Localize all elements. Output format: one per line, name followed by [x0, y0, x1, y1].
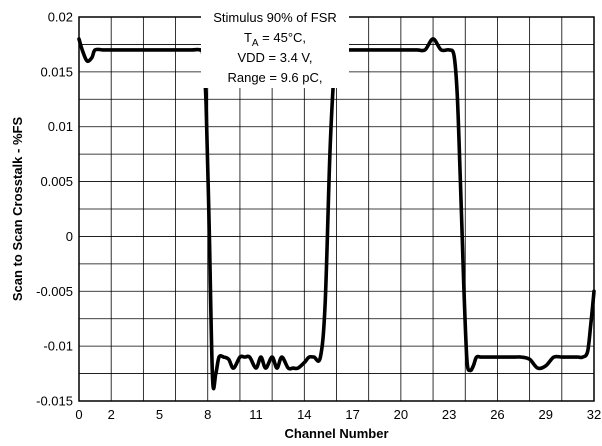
x-tick-label: 26	[490, 407, 504, 422]
annotation-temp-symbol: T	[244, 30, 252, 45]
y-tick-label: -0.005	[36, 284, 73, 299]
x-tick-label: 17	[345, 407, 359, 422]
x-tick-label: 29	[538, 407, 552, 422]
x-tick-label: 23	[442, 407, 456, 422]
x-tick-label: 20	[394, 407, 408, 422]
conditions-annotation: Stimulus 90% of FSR TA = 45°C, VDD = 3.4…	[201, 10, 349, 88]
annotation-temp-subscript: A	[252, 38, 259, 49]
y-tick-label: -0.01	[43, 339, 73, 354]
y-tick-label: 0.01	[48, 119, 73, 134]
y-tick-label: 0.005	[40, 174, 73, 189]
x-tick-label: 14	[297, 407, 311, 422]
x-tick-label: 8	[204, 407, 211, 422]
annotation-temp-value: = 45°C,	[259, 30, 306, 45]
x-tick-labels: 0 2 5 8 11 14 17 20 23 26 29 32	[75, 407, 601, 422]
y-tick-labels: -0.015 -0.01 -0.005 0 0.005 0.01 0.015 0.02	[36, 10, 73, 409]
x-tick-label: 32	[587, 407, 601, 422]
y-tick-label: 0.02	[48, 10, 73, 25]
y-tick-label: 0	[66, 229, 73, 244]
x-tick-label: 5	[156, 407, 163, 422]
x-tick-label: 11	[249, 407, 263, 422]
y-tick-label: -0.015	[36, 394, 73, 409]
x-axis-title: Channel Number	[284, 426, 388, 441]
x-tick-label: 0	[75, 407, 82, 422]
annotation-line-range: Range = 9.6 pC,	[227, 70, 322, 85]
y-tick-label: 0.015	[40, 64, 73, 79]
y-axis-title: Scan to Scan Crosstalk - %FS	[10, 117, 25, 302]
annotation-line-stimulus: Stimulus 90% of FSR	[213, 10, 337, 25]
annotation-line-temperature: TA = 45°C,	[244, 30, 306, 49]
x-tick-label: 2	[108, 407, 115, 422]
annotation-background	[201, 10, 349, 88]
annotation-line-vdd: VDD = 3.4 V,	[237, 50, 312, 65]
